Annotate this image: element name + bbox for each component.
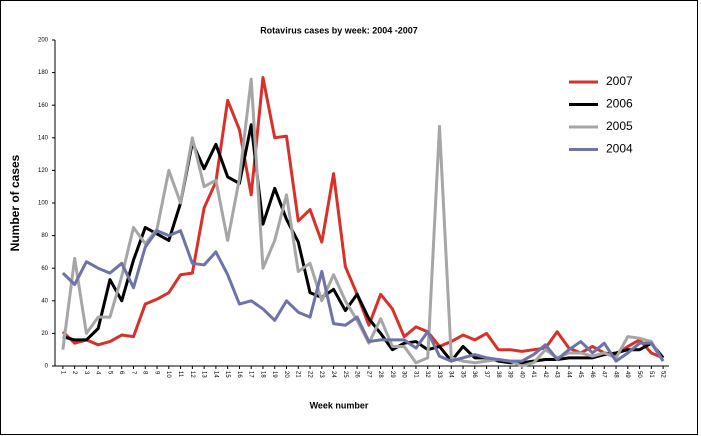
x-tick-label: 7 <box>130 371 136 375</box>
y-tick-label: 20 <box>41 331 48 337</box>
x-tick-label: 21 <box>295 371 301 378</box>
x-tick-label: 32 <box>424 371 430 378</box>
x-tick-label: 39 <box>507 371 513 378</box>
x-tick-label: 17 <box>248 371 254 378</box>
x-tick-label: 30 <box>401 371 407 378</box>
x-tick-label: 34 <box>448 371 454 378</box>
x-tick-label: 36 <box>471 371 477 378</box>
legend-label: 2005 <box>606 119 633 133</box>
y-tick-label: 140 <box>38 135 49 141</box>
x-tick-label: 42 <box>542 371 548 378</box>
x-tick-label: 47 <box>601 371 607 378</box>
x-tick-label: 45 <box>577 371 583 378</box>
x-tick-label: 31 <box>412 371 418 378</box>
legend-label: 2006 <box>606 97 633 111</box>
series-line <box>62 123 665 365</box>
x-tick-label: 26 <box>354 371 360 378</box>
y-tick-label: 60 <box>41 266 48 272</box>
x-tick-label: 2 <box>71 371 77 375</box>
x-tick-label: 3 <box>83 371 89 375</box>
x-tick-label: 22 <box>306 371 312 378</box>
x-tick-label: 48 <box>612 371 618 378</box>
x-tick-label: 43 <box>554 371 560 378</box>
series-line <box>61 229 665 363</box>
x-tick-label: 14 <box>212 371 218 378</box>
x-tick-label: 18 <box>259 371 265 378</box>
x-tick-label: 19 <box>271 371 277 378</box>
x-tick-label: 12 <box>189 371 195 378</box>
x-tick-label: 35 <box>459 371 465 378</box>
y-tick-label: 40 <box>41 298 48 304</box>
y-tick-label: 100 <box>38 201 49 207</box>
y-tick-label: 200 <box>38 38 49 44</box>
x-tick-label: 46 <box>589 371 595 378</box>
x-tick-label: 4 <box>95 371 101 375</box>
y-tick-label: 0 <box>45 364 49 370</box>
legend-label: 2007 <box>606 74 633 88</box>
x-tick-label: 20 <box>283 371 289 378</box>
x-tick-label: 11 <box>177 371 183 378</box>
legend-label: 2004 <box>606 142 633 156</box>
x-tick-label: 15 <box>224 371 230 378</box>
y-axis-label: Number of cases <box>8 154 22 251</box>
x-tick-label: 10 <box>165 371 171 378</box>
x-tick-label: 9 <box>153 371 159 375</box>
y-tick-label: 160 <box>38 103 49 109</box>
x-tick-label: 16 <box>236 371 242 378</box>
x-tick-label: 33 <box>436 371 442 378</box>
x-tick-label: 29 <box>389 371 395 378</box>
x-axis-label: Week number <box>310 400 369 410</box>
x-tick-label: 49 <box>624 371 630 378</box>
x-tick-label: 44 <box>565 371 571 378</box>
x-tick-label: 13 <box>201 371 207 378</box>
x-tick-label: 28 <box>377 371 383 378</box>
x-tick-label: 23 <box>318 371 324 378</box>
x-tick-label: 52 <box>660 371 666 378</box>
x-tick-label: 5 <box>106 371 112 375</box>
x-tick-label: 1 <box>59 371 65 375</box>
x-tick-label: 40 <box>518 371 524 378</box>
x-tick-label: 27 <box>365 371 371 378</box>
x-tick-label: 37 <box>483 371 489 378</box>
y-tick-label: 80 <box>41 233 48 239</box>
y-tick-label: 180 <box>38 70 49 76</box>
x-tick-label: 38 <box>495 371 501 378</box>
x-tick-label: 51 <box>648 371 654 378</box>
x-tick-label: 25 <box>342 371 348 378</box>
y-tick-label: 120 <box>38 168 49 174</box>
x-tick-label: 6 <box>118 371 124 375</box>
chart-title: Rotavirus cases by week: 2004 -2007 <box>260 25 418 35</box>
x-tick-label: 50 <box>636 371 642 378</box>
x-tick-label: 41 <box>530 371 536 378</box>
x-tick-label: 8 <box>142 371 148 375</box>
x-tick-label: 24 <box>330 371 336 378</box>
